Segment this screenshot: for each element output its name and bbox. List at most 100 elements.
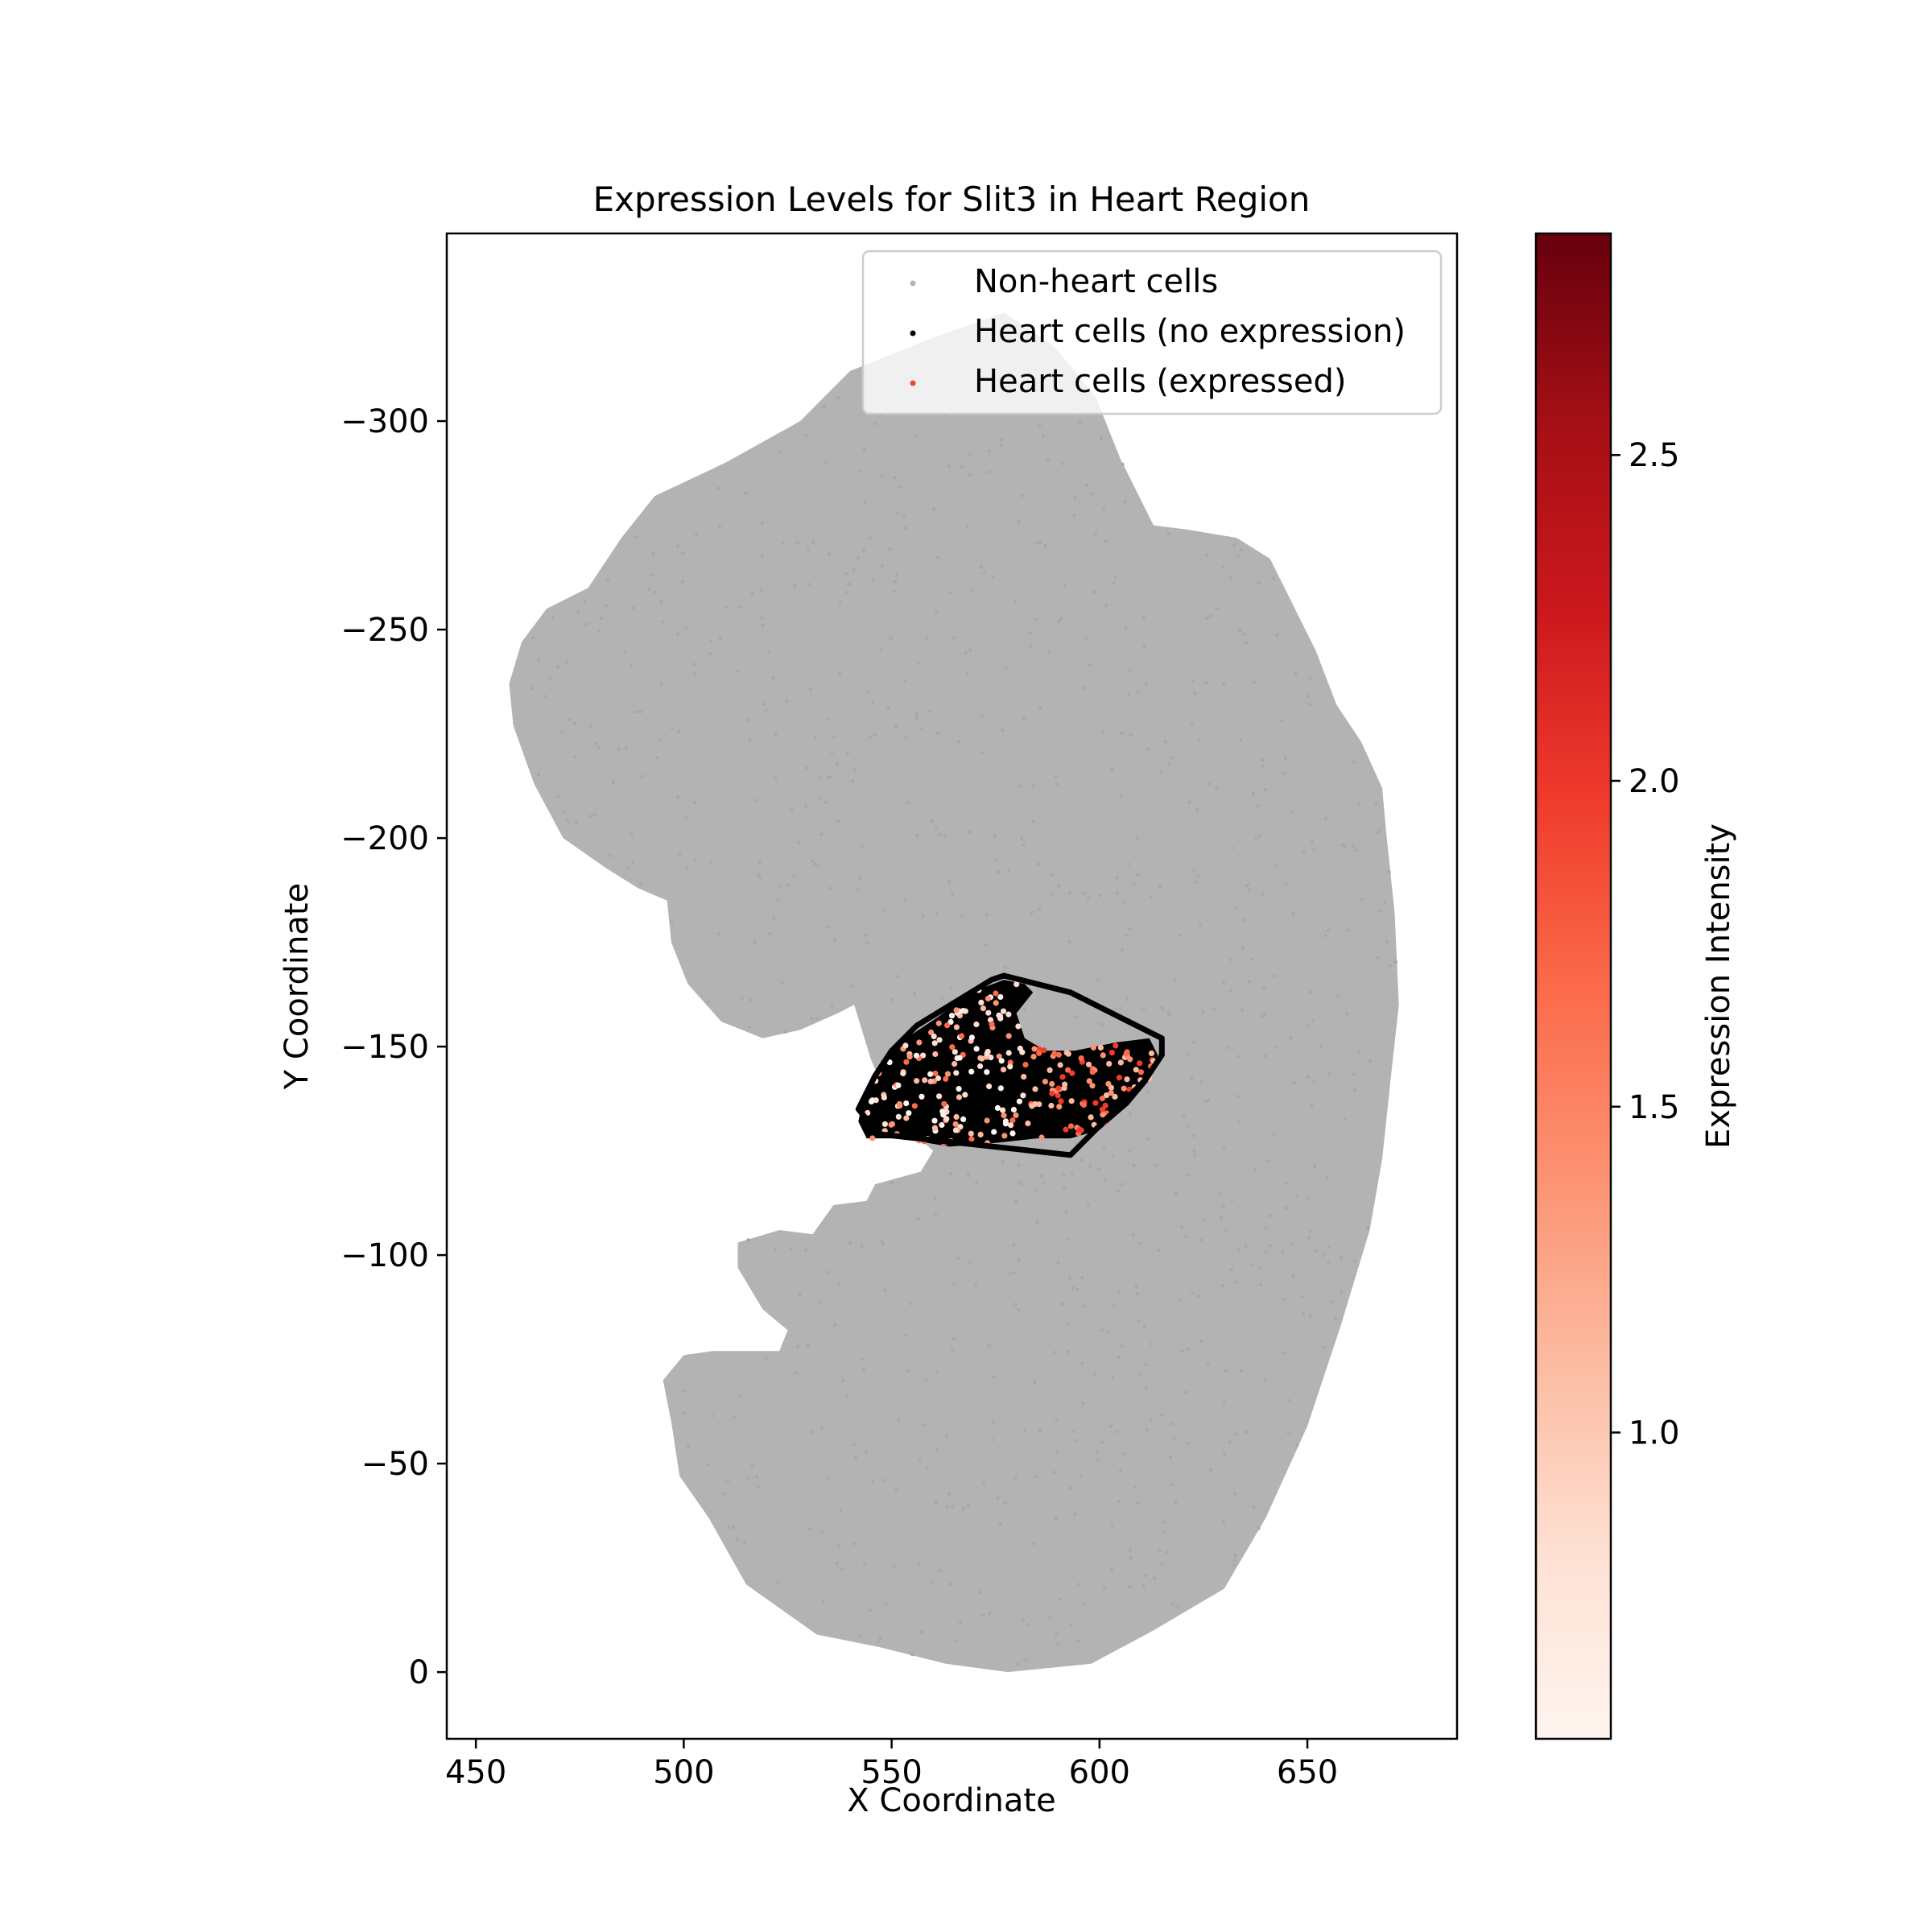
non-heart-cell-point bbox=[1178, 1298, 1182, 1302]
heart-cell-expressed-point bbox=[1089, 1069, 1096, 1075]
non-heart-cell-point bbox=[921, 914, 925, 919]
non-heart-cell-point bbox=[710, 1414, 715, 1418]
non-heart-cell-point bbox=[748, 1025, 752, 1030]
non-heart-cell-point bbox=[966, 1173, 971, 1177]
non-heart-cell-point bbox=[1135, 1291, 1140, 1296]
heart-cell-expressed-point bbox=[1017, 1045, 1023, 1052]
non-heart-cell-point bbox=[912, 992, 917, 997]
non-heart-cell-point bbox=[1149, 895, 1153, 899]
x-tick-label: 450 bbox=[445, 1754, 506, 1791]
non-heart-cell-point bbox=[1340, 1290, 1344, 1294]
non-heart-cell-point bbox=[821, 1600, 825, 1604]
non-heart-cell-point bbox=[1149, 1418, 1153, 1422]
non-heart-cell-point bbox=[1179, 1225, 1184, 1229]
non-heart-cell-point bbox=[1108, 1424, 1113, 1429]
non-heart-cell-point bbox=[758, 875, 762, 880]
non-heart-cell-point bbox=[1178, 933, 1182, 938]
non-heart-cell-point bbox=[1084, 636, 1088, 641]
non-heart-cell-point bbox=[934, 1213, 938, 1218]
non-heart-cell-point bbox=[576, 610, 580, 614]
heart-cell-expressed-point bbox=[900, 1070, 906, 1077]
non-heart-cell-point bbox=[811, 540, 815, 544]
non-heart-cell-point bbox=[1232, 1558, 1236, 1563]
non-heart-cell-point bbox=[1158, 885, 1162, 889]
non-heart-cell-point bbox=[999, 437, 1003, 442]
non-heart-cell-point bbox=[968, 648, 972, 652]
non-heart-cell-point bbox=[878, 648, 883, 653]
non-heart-cell-point bbox=[1038, 1429, 1042, 1433]
non-heart-cell-point bbox=[1034, 617, 1038, 621]
non-heart-cell-point bbox=[1013, 599, 1018, 603]
non-heart-cell-point bbox=[1022, 716, 1026, 720]
non-heart-cell-point bbox=[807, 582, 811, 586]
non-heart-cell-point bbox=[1112, 581, 1116, 585]
non-heart-cell-point bbox=[934, 825, 939, 829]
colorbar: 1.0 1.5 2.0 2.5 Expression Intensity bbox=[1534, 232, 1737, 1740]
non-heart-cell-point bbox=[947, 464, 952, 469]
non-heart-cell-point bbox=[1157, 1549, 1161, 1553]
non-heart-cell-point bbox=[1311, 1080, 1315, 1084]
non-heart-cell-point bbox=[1144, 1574, 1148, 1578]
heart-cell-expressed-point bbox=[1090, 1044, 1096, 1051]
non-heart-cell-point bbox=[849, 985, 854, 989]
non-heart-cell-point bbox=[861, 548, 866, 552]
non-heart-cell-point bbox=[1229, 1267, 1234, 1272]
heart-cell-expressed-point bbox=[1137, 1069, 1144, 1075]
heart-cell-expressed-point bbox=[941, 1100, 947, 1107]
non-heart-cell-point bbox=[1263, 787, 1268, 792]
non-heart-cell-point bbox=[894, 1488, 898, 1492]
heart-cell-expressed-point bbox=[1076, 1127, 1083, 1133]
x-tick-label: 650 bbox=[1277, 1754, 1338, 1791]
non-heart-cell-point bbox=[1261, 893, 1265, 897]
non-heart-cell-point bbox=[1100, 1440, 1104, 1445]
non-heart-cell-point bbox=[1326, 928, 1331, 933]
non-heart-cell-point bbox=[1230, 1198, 1234, 1203]
non-heart-cell-point bbox=[684, 815, 688, 819]
non-heart-cell-point bbox=[938, 833, 942, 837]
heart-cell-expressed-point bbox=[1022, 1062, 1029, 1068]
non-heart-cell-point bbox=[1115, 1430, 1119, 1434]
non-heart-cell-point bbox=[1137, 1319, 1141, 1323]
non-heart-cell-point bbox=[1199, 1339, 1203, 1344]
non-heart-cell-point bbox=[1272, 974, 1277, 978]
non-heart-cell-point bbox=[833, 1323, 837, 1327]
non-heart-cell-point bbox=[1263, 1226, 1268, 1231]
non-heart-cell-point bbox=[1245, 1430, 1249, 1434]
heart-cell-expressed-point bbox=[998, 1058, 1005, 1064]
non-heart-cell-point bbox=[1080, 1361, 1084, 1365]
non-heart-cell-point bbox=[844, 572, 848, 576]
non-heart-cell-point bbox=[1252, 680, 1257, 684]
non-heart-cell-point bbox=[1111, 1376, 1115, 1380]
non-heart-cell-point bbox=[597, 629, 601, 633]
non-heart-cell-point bbox=[1263, 1054, 1267, 1058]
non-heart-cell-point bbox=[1234, 906, 1238, 910]
non-heart-cell-point bbox=[1055, 782, 1059, 786]
non-heart-cell-point bbox=[1322, 1345, 1327, 1349]
non-heart-cell-point bbox=[1060, 1302, 1064, 1307]
non-heart-cell-point bbox=[980, 1613, 985, 1617]
non-heart-cell-point bbox=[1191, 1040, 1196, 1045]
non-heart-cell-point bbox=[654, 755, 658, 760]
non-heart-cell-point bbox=[906, 1368, 910, 1373]
non-heart-cell-point bbox=[1077, 1582, 1081, 1587]
non-heart-cell-point bbox=[556, 795, 560, 799]
non-heart-cell-point bbox=[555, 665, 560, 669]
non-heart-cell-point bbox=[1241, 946, 1245, 951]
non-heart-cell-point bbox=[778, 450, 782, 455]
heart-cell-expressed-point bbox=[1000, 1008, 1007, 1014]
non-heart-cell-point bbox=[806, 547, 811, 551]
non-heart-cell-point bbox=[678, 852, 682, 856]
heart-cell-expressed-point bbox=[1092, 1100, 1099, 1106]
heart-cell-expressed-point bbox=[1013, 981, 1020, 988]
non-heart-cell-point bbox=[1013, 1476, 1018, 1480]
non-heart-cell-point bbox=[1376, 956, 1381, 960]
non-heart-cell-point bbox=[852, 1542, 857, 1546]
non-heart-cell-point bbox=[1259, 1282, 1263, 1287]
non-heart-cell-point bbox=[762, 702, 766, 707]
non-heart-cell-point bbox=[1311, 1019, 1315, 1023]
non-heart-cell-point bbox=[861, 844, 865, 849]
non-heart-cell-point bbox=[841, 1379, 845, 1383]
heart-cell-expressed-point bbox=[1113, 1042, 1119, 1049]
non-heart-cell-point bbox=[605, 577, 610, 581]
non-heart-cell-point bbox=[982, 571, 986, 576]
